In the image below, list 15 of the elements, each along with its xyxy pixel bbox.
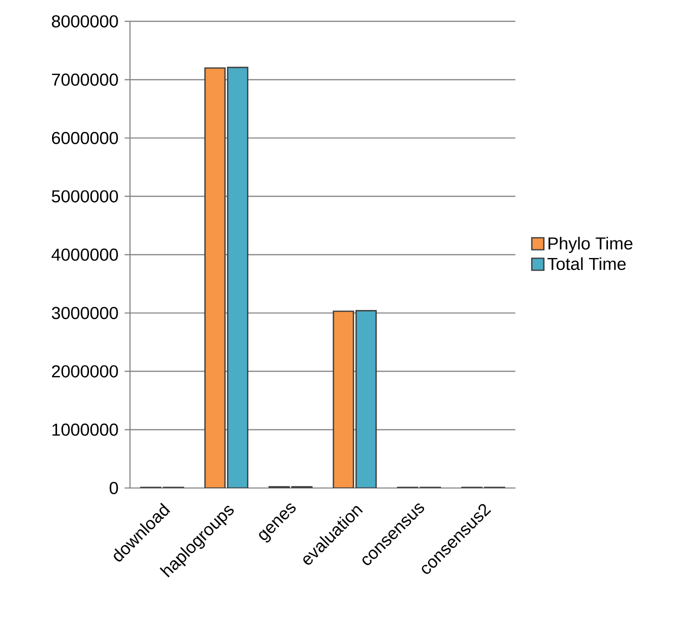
y-tick-label: 3000000 <box>52 306 118 320</box>
bar <box>205 68 225 488</box>
y-tick-label: 7000000 <box>52 74 118 86</box>
y-tick-label: 2000000 <box>52 365 118 378</box>
y-tick-label: 5000000 <box>52 190 118 202</box>
y-tick-label: 6000000 <box>52 132 118 144</box>
y-tick-label: 1000000 <box>52 424 118 436</box>
bar <box>228 67 248 488</box>
legend-label: Phylo Time <box>548 236 632 253</box>
y-tick-label: 4000000 <box>52 248 118 261</box>
y-tick-label: 8000000 <box>52 15 118 28</box>
bar <box>356 310 376 488</box>
bar <box>333 311 354 488</box>
legend-label: Total Time <box>548 257 626 270</box>
y-tick-label: 0 <box>110 482 118 494</box>
